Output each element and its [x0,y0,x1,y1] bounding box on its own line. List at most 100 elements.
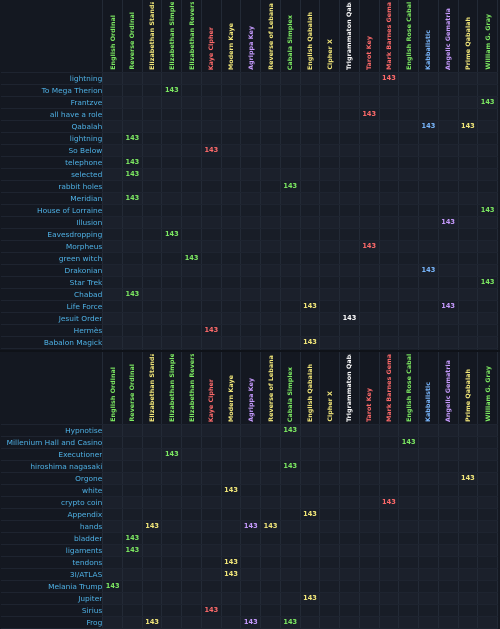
cipher-header[interactable]: Mark Barnes Gematria [379,0,400,73]
phrase-row[interactable]: Sirius 143 [1,604,498,617]
phrase-row[interactable]: hands 143 143 143 [1,520,498,533]
cipher-header[interactable]: Kabbalistic [418,0,439,73]
phrase-label[interactable]: Eavesdropping [1,228,104,241]
phrase-label[interactable]: Morpheus [1,240,104,253]
cipher-header[interactable]: Cipher X [319,352,341,425]
phrase-row[interactable]: Eavesdropping 143 [1,228,498,241]
phrase-row[interactable]: Melania Trump 143 [1,580,498,593]
cipher-header[interactable]: Elizabethan Simple [161,0,183,73]
phrase-label[interactable]: Drakonian [1,264,104,277]
phrase-row[interactable]: Orgone 143 [1,472,498,485]
phrase-label[interactable]: Appendix [1,508,104,521]
phrase-label[interactable]: Melania Trump [1,580,104,593]
phrase-row[interactable]: Qabalah 143 143 [1,120,498,133]
phrase-row[interactable]: lightning 143 [1,132,498,145]
cipher-header[interactable]: Cabala Simplex [280,352,301,425]
phrase-row[interactable]: Illusion 143 [1,216,498,229]
phrase-row[interactable]: Hermès 143 [1,324,498,337]
phrase-label[interactable]: ligaments [1,544,104,557]
cipher-header[interactable]: Elizabethan Standard [142,352,163,425]
cipher-header[interactable]: Kaye Cipher [201,0,222,73]
phrase-label[interactable]: selected [1,168,104,181]
phrase-label[interactable]: Babalon Magick [1,336,104,349]
phrase-row[interactable]: hiroshima nagasaki 143 [1,460,498,473]
cipher-header[interactable]: William G. Gray [477,0,498,73]
cipher-header[interactable]: English Ordinal [102,352,124,425]
phrase-row[interactable]: Babalon Magick 143 [1,336,498,349]
cipher-header[interactable]: William G. Gray [477,352,498,425]
phrase-label[interactable]: bladder [1,532,104,545]
cipher-header[interactable]: Elizabethan Standard [142,0,163,73]
phrase-row[interactable]: all have a role 143 [1,108,498,121]
phrase-row[interactable]: ligaments 143 [1,544,498,557]
phrase-row[interactable]: Jesuit Order 143 [1,312,498,325]
phrase-label[interactable]: Jesuit Order [1,312,104,325]
phrase-label[interactable]: Jupiter [1,592,104,605]
phrase-label[interactable]: rabbit holes [1,180,104,193]
phrase-row[interactable]: Appendix 143 [1,508,498,521]
phrase-label[interactable]: Hermès [1,324,104,337]
cipher-header[interactable]: Trigrammaton Qabalah [339,352,360,425]
phrase-label[interactable]: hiroshima nagasaki [1,460,104,473]
cipher-header[interactable]: Reverse of Lebana [260,0,281,73]
phrase-row[interactable]: Executioner 143 [1,448,498,461]
phrase-row[interactable]: Frog 143 143 143 [1,616,498,629]
phrase-row[interactable]: selected 143 [1,168,498,181]
phrase-row[interactable]: crypto coin 143 [1,496,498,509]
phrase-row[interactable]: Jupiter 143 [1,592,498,605]
phrase-label[interactable]: all have a role [1,108,104,121]
phrase-row[interactable]: Chabad 143 [1,288,498,301]
phrase-row[interactable]: Meridian 143 [1,192,498,205]
phrase-label[interactable]: Qabalah [1,120,104,133]
phrase-label[interactable]: Frantzve [1,96,104,109]
phrase-label[interactable]: 3I/ATLAS [1,568,104,581]
phrase-label[interactable]: Hypnotise [1,424,104,437]
phrase-row[interactable]: Millenium Hall and Casino 143 [1,436,498,449]
phrase-row[interactable]: Hypnotise 143 [1,424,498,437]
phrase-label[interactable]: Life Force [1,300,104,313]
phrase-label[interactable]: Millenium Hall and Casino [1,436,104,449]
phrase-label[interactable]: House of Lorraine [1,204,104,217]
cipher-header[interactable]: Kaye Cipher [201,352,222,425]
phrase-row[interactable]: green witch 143 [1,252,498,265]
phrase-row[interactable]: Morpheus 143 [1,240,498,253]
cipher-header[interactable]: Tarot Key [359,352,380,425]
cipher-header[interactable]: Agrippa Key [240,352,262,425]
cipher-header[interactable]: Prime Qabalah [458,0,479,73]
phrase-label[interactable]: Frog [1,616,104,629]
cipher-header[interactable]: Reverse of Lebana [260,352,281,425]
cipher-header[interactable]: Modern Kaye [221,352,242,425]
cipher-header[interactable]: Trigrammaton Qabalah [339,0,360,73]
cipher-header[interactable]: Tarot Key [359,0,380,73]
phrase-row[interactable]: telephone 143 [1,156,498,169]
phrase-row[interactable]: To Mega Therion 143 [1,84,498,97]
phrase-label[interactable]: Orgone [1,472,104,485]
cipher-header[interactable]: Elizabethan Reverse [181,0,202,73]
phrase-row[interactable]: lightning 143 [1,72,498,85]
phrase-label[interactable]: Star Trek [1,276,104,289]
cipher-header[interactable]: Modern Kaye [221,0,242,73]
cipher-header[interactable]: Prime Qabalah [458,352,479,425]
phrase-row[interactable]: Star Trek 143 [1,276,498,289]
phrase-label[interactable]: So Below [1,144,104,157]
phrase-row[interactable]: white 143 [1,484,498,497]
phrase-label[interactable]: lightning [1,72,104,85]
phrase-label[interactable]: Chabad [1,288,104,301]
phrase-label[interactable]: crypto coin [1,496,104,509]
cipher-header[interactable]: Agrippa Key [240,0,262,73]
phrase-row[interactable]: House of Lorraine 143 [1,204,498,217]
cipher-header[interactable]: English Qabalah [300,352,321,425]
cipher-header[interactable]: Cipher X [319,0,341,73]
phrase-label[interactable]: green witch [1,252,104,265]
cipher-header[interactable]: Angelic Gematria [438,352,459,425]
phrase-label[interactable]: Sirius [1,604,104,617]
cipher-header[interactable]: Elizabethan Simple [161,352,183,425]
phrase-label[interactable]: telephone [1,156,104,169]
cipher-header[interactable]: Reverse Ordinal [122,352,143,425]
phrase-label[interactable]: tendons [1,556,104,569]
phrase-label[interactable]: Executioner [1,448,104,461]
cipher-header[interactable]: Reverse Ordinal [122,0,143,73]
phrase-row[interactable]: rabbit holes 143 [1,180,498,193]
cipher-header[interactable]: Kabbalistic [418,352,439,425]
phrase-row[interactable]: Life Force 143 143 [1,300,498,313]
